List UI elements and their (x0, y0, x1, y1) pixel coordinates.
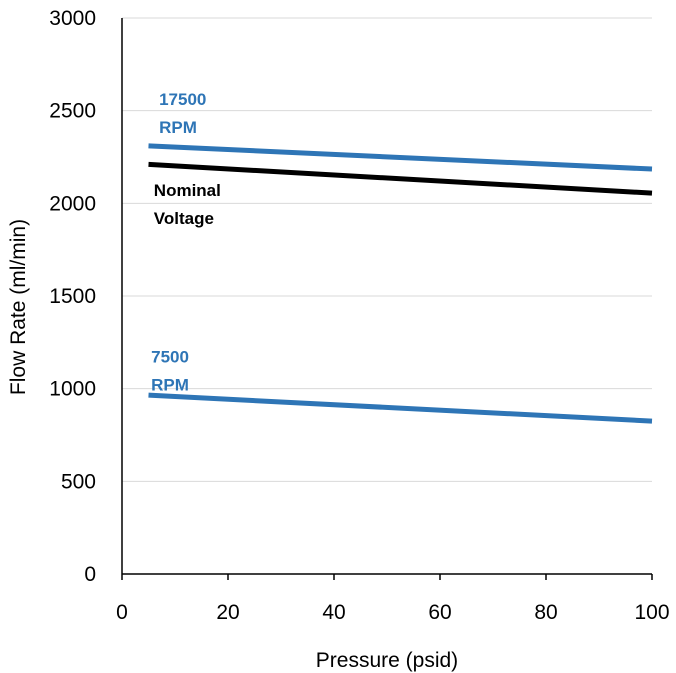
series-line-2 (148, 161, 653, 196)
y-tick-label: 0 (84, 563, 96, 586)
gridlines (122, 17, 652, 482)
series-line-3 (148, 392, 653, 424)
annotation-label: RPM (159, 118, 197, 137)
x-tick-label: 0 (116, 601, 128, 624)
series-lines (148, 143, 653, 424)
annotation-label: Voltage (154, 209, 214, 228)
axes (121, 18, 653, 580)
annotation-label: RPM (151, 376, 189, 395)
series-line-1 (148, 143, 653, 172)
x-tick-label: 60 (428, 601, 451, 624)
annotation-label: 17500 (159, 90, 206, 109)
x-tick-label: 20 (216, 601, 239, 624)
x-tick-label: 40 (322, 601, 345, 624)
x-tick-label: 80 (534, 601, 557, 624)
y-axis-title: Flow Rate (ml/min) (7, 219, 30, 395)
y-tick-label: 500 (61, 470, 96, 493)
tick-labels: 0 500 1000 1500 2000 2500 3000 0 20 40 60 80 100 (49, 7, 669, 624)
y-tick-label: 2000 (49, 192, 96, 215)
annotations: 17500 RPM Nominal Voltage 7500 RPM (151, 90, 221, 395)
x-axis-title: Pressure (psid) (316, 649, 458, 672)
annotation-label: 7500 (151, 348, 189, 367)
y-tick-label: 1500 (49, 285, 96, 308)
annotation-label: Nominal (154, 181, 221, 200)
y-tick-label: 1000 (49, 378, 96, 401)
x-tick-label: 100 (634, 601, 669, 624)
y-tick-label: 3000 (49, 7, 96, 30)
y-tick-label: 2500 (49, 100, 96, 123)
